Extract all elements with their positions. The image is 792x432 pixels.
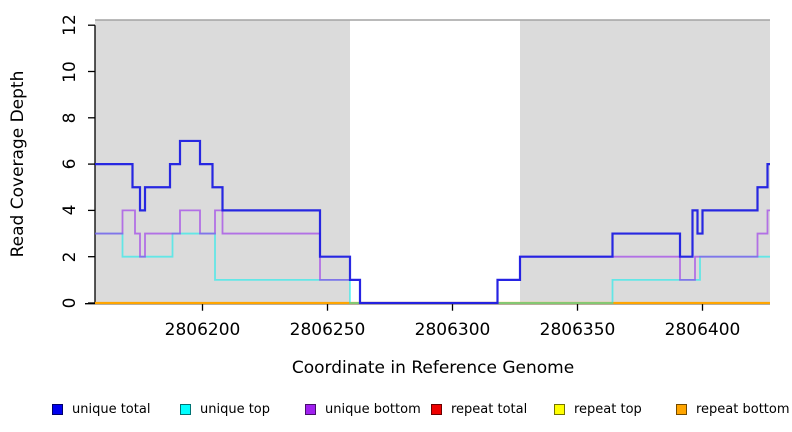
y-tick-label: 0 bbox=[60, 297, 80, 309]
legend-item-repeat-total: repeat total bbox=[431, 398, 527, 420]
x-tick-label: 2806200 bbox=[164, 320, 241, 340]
shaded-region bbox=[95, 20, 350, 303]
unique-total-swatch-icon bbox=[52, 403, 63, 415]
y-tick-label: 12 bbox=[60, 14, 80, 37]
y-tick-label: 6 bbox=[60, 158, 80, 170]
x-axis-title: Coordinate in Reference Genome bbox=[291, 358, 575, 378]
repeat-bottom-swatch-icon bbox=[676, 403, 687, 415]
shaded-region bbox=[520, 20, 770, 303]
y-tick-label: 8 bbox=[60, 112, 80, 124]
repeat-top-swatch-icon bbox=[554, 403, 565, 415]
legend-item-unique-bottom: unique bottom bbox=[305, 398, 421, 420]
x-tick-label: 2806300 bbox=[414, 320, 491, 340]
legend-label: repeat top bbox=[574, 401, 642, 417]
x-tick-label: 2806350 bbox=[539, 320, 616, 340]
legend-item-repeat-top: repeat top bbox=[554, 398, 642, 420]
x-tick-label: 2806400 bbox=[664, 320, 741, 340]
legend-label: repeat total bbox=[451, 401, 528, 417]
legend-item-unique-top: unique top bbox=[180, 398, 270, 420]
unique-bottom-swatch-icon bbox=[305, 403, 316, 415]
y-tick-label: 4 bbox=[60, 204, 80, 216]
series-unique-total bbox=[95, 139, 770, 305]
legend-label: unique bottom bbox=[325, 401, 421, 417]
x-tick-label: 2806250 bbox=[289, 320, 366, 340]
legend-label: repeat bottom bbox=[696, 401, 790, 417]
series-unique-bottom bbox=[95, 209, 770, 304]
legend-item-unique-total: unique total bbox=[52, 398, 150, 420]
y-axis-title: Read Coverage Depth bbox=[8, 70, 28, 258]
y-tick-label: 10 bbox=[60, 60, 80, 83]
legend-item-repeat-bottom: repeat bottom bbox=[676, 398, 790, 420]
legend: unique total unique top unique bottom re… bbox=[0, 398, 792, 424]
repeat-total-swatch-icon bbox=[431, 403, 442, 415]
legend-label: unique top bbox=[200, 401, 271, 417]
unique-top-swatch-icon bbox=[180, 403, 191, 415]
y-tick-label: 2 bbox=[60, 251, 80, 263]
legend-label: unique total bbox=[72, 401, 151, 417]
